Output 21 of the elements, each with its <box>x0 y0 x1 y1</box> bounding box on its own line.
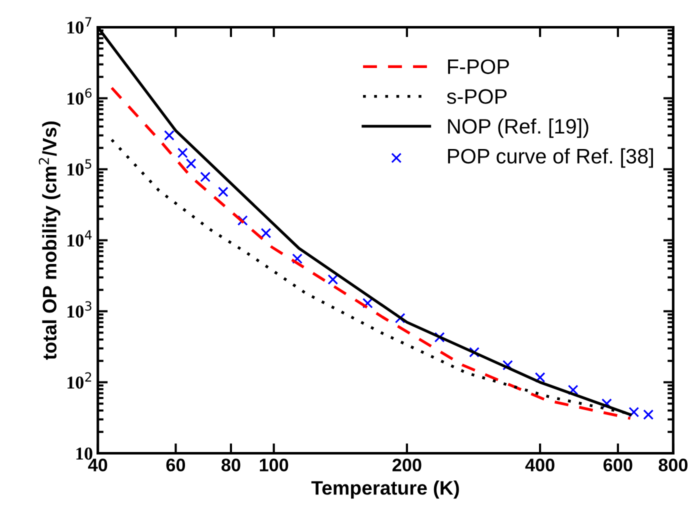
legend-label: POP curve of Ref. [38] <box>448 148 653 168</box>
y-tick-label: 10$^{4}$ <box>68 230 92 247</box>
x-tick-label: 600 <box>604 458 632 472</box>
x-tick-label: 100 <box>260 458 288 472</box>
y-tick-label: 10$^{2}$ <box>68 372 92 389</box>
y-tick-label: 10 <box>76 448 92 460</box>
x-tick-label: 400 <box>525 458 554 472</box>
x-tick-label: 200 <box>392 458 422 472</box>
y-tick-label: 10$^{3}$ <box>68 301 92 318</box>
legend-label: s-POP <box>446 89 507 104</box>
x-axis-title: Temperature (K) <box>311 480 459 499</box>
x-tick-label: 800 <box>658 458 688 472</box>
y-tick-label: 10$^{6}$ <box>68 88 92 105</box>
legend-label: NOP (Ref. [19]) <box>448 118 588 138</box>
y-tick-label: 10$^{7}$ <box>68 17 92 34</box>
legend-label: F-POP <box>448 59 509 74</box>
x-tick-label: 80 <box>222 458 240 472</box>
x-tick-label: 60 <box>166 458 186 472</box>
x-tick-label: 40 <box>88 458 108 472</box>
y-tick-label: 10$^{5}$ <box>68 159 92 176</box>
y-axis-title: total OP mobility (cm$^{2}$/Vs) <box>38 121 60 360</box>
